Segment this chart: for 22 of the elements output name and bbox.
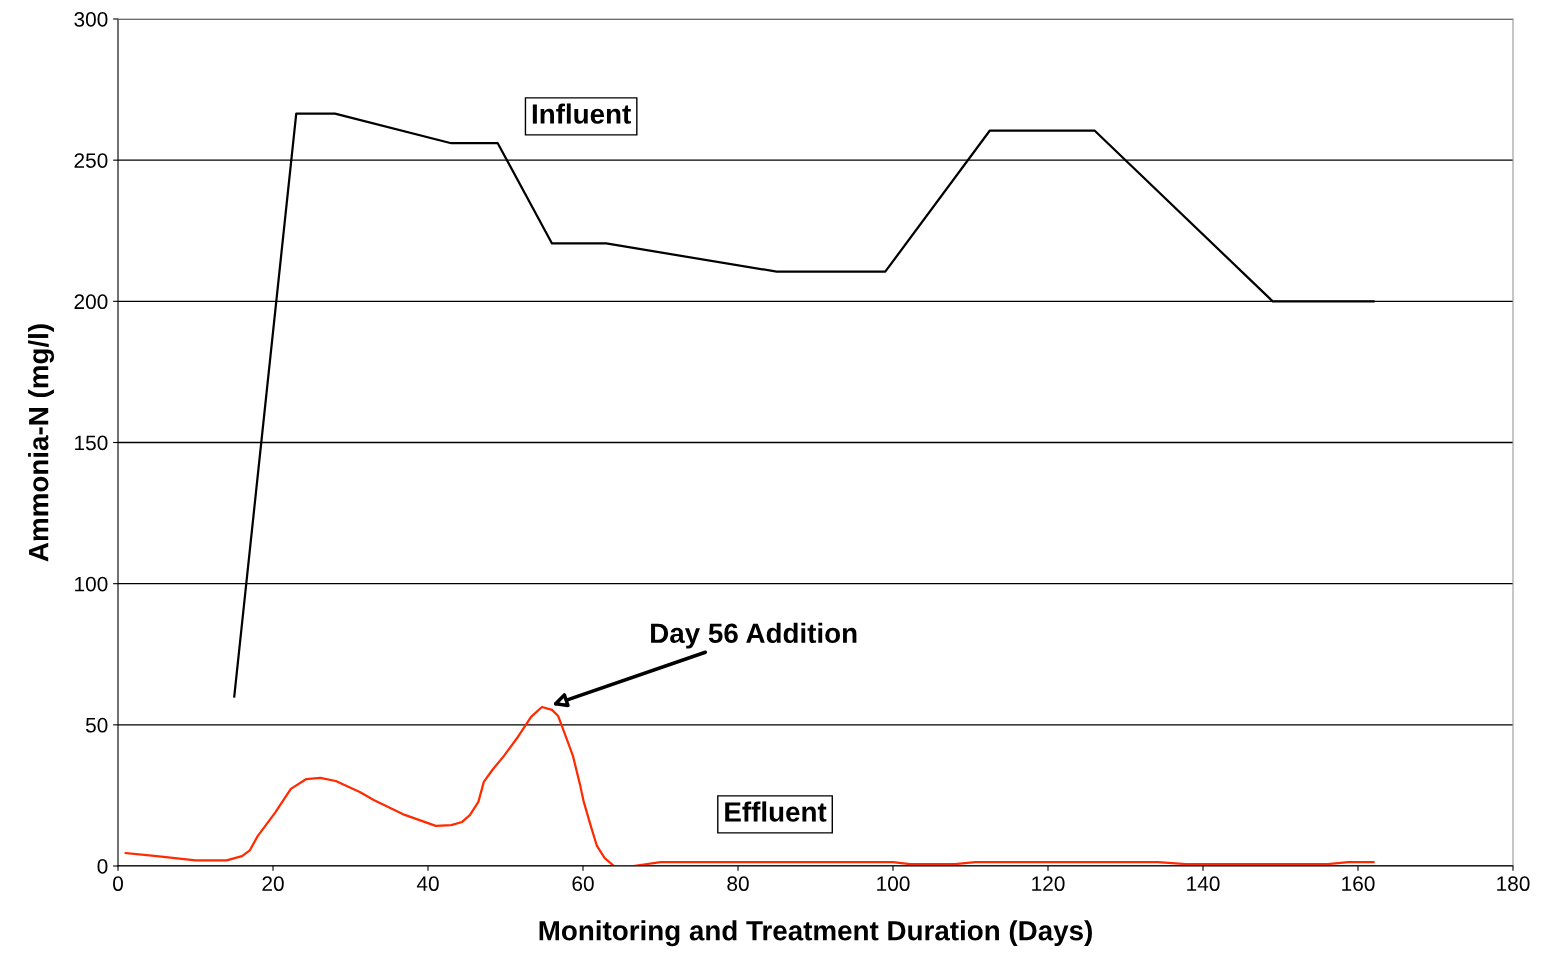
- x-tick-label: 100: [877, 876, 910, 892]
- y-tick-label: 0: [97, 859, 108, 874]
- x-tick-label: 40: [416, 876, 439, 892]
- x-tick-label: 140: [1187, 876, 1220, 892]
- x-axis-title: Monitoring and Treatment Duration (Days): [539, 920, 1092, 947]
- series-label: Effluent: [725, 801, 827, 822]
- x-tick-label: 80: [727, 876, 749, 892]
- y-tick-label: 250: [74, 153, 108, 168]
- annotation: Day 56 Addition: [651, 622, 857, 649]
- x-tick-label: 160: [1342, 876, 1375, 892]
- x-tick-label: 0: [113, 876, 123, 892]
- y-tick-label: 50: [85, 717, 108, 733]
- y-tick-label: 300: [74, 12, 108, 27]
- x-tick-label: 20: [262, 876, 284, 892]
- y-tick-label: 200: [74, 294, 108, 310]
- x-tick-label: 180: [1497, 876, 1530, 892]
- y-tick-label: 150: [75, 435, 108, 451]
- series-label: Influent: [532, 103, 631, 124]
- y-axis-title: Ammonia-N (mg/l): [28, 324, 55, 562]
- x-tick-label: 120: [1032, 876, 1065, 892]
- x-tick-label: 60: [572, 876, 594, 892]
- y-tick-label: 100: [75, 576, 108, 592]
